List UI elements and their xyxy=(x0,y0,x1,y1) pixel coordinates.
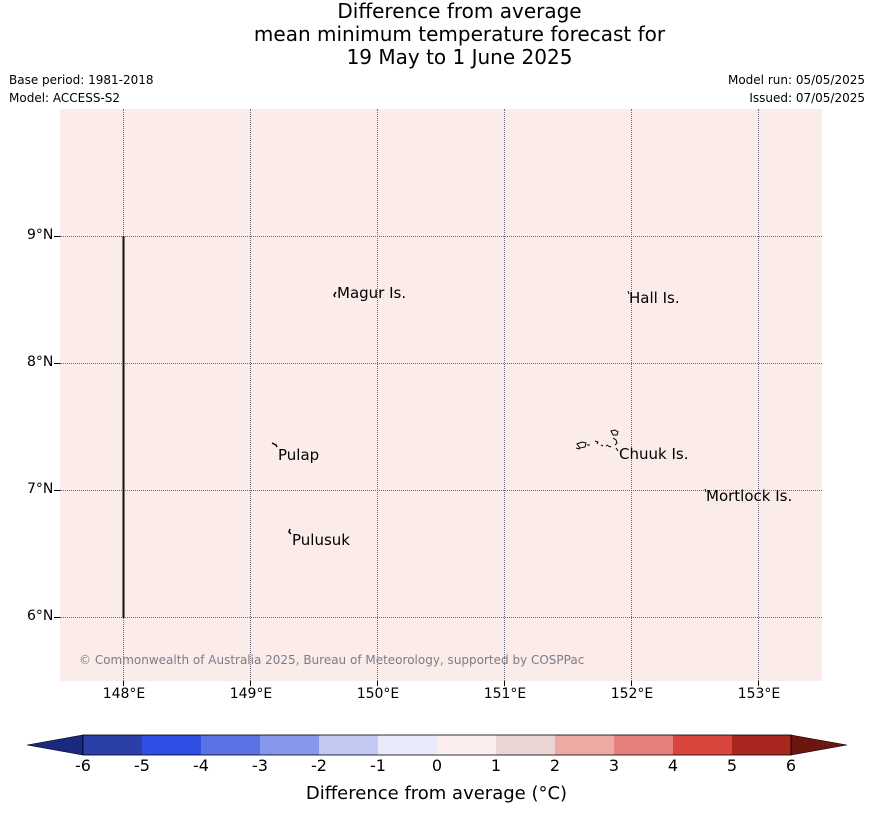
issued-date: Issued: 07/05/2025 xyxy=(749,91,865,105)
place-label-chuuk: Chuuk Is. xyxy=(619,445,689,463)
colorbar-segment xyxy=(437,735,496,755)
lat-label-7n: 7°N xyxy=(27,481,54,497)
tick-148e xyxy=(123,681,124,686)
tick-150e xyxy=(377,681,378,686)
lat-label-8n: 8°N xyxy=(27,354,54,370)
tick-6n xyxy=(54,617,60,618)
colorbar-segment xyxy=(83,735,142,755)
colorbar-over-arrow xyxy=(790,734,848,756)
colorbar-tick-label: 5 xyxy=(726,756,738,775)
gridline-149e xyxy=(250,109,251,681)
colorbar-segment xyxy=(201,735,260,755)
place-label-pulap: Pulap xyxy=(278,446,320,464)
lon-label-153e: 153°E xyxy=(737,686,781,702)
colorbar-tick-label: 1 xyxy=(490,756,502,775)
tick-149e xyxy=(250,681,251,686)
lat-label-6n: 6°N xyxy=(27,608,54,624)
copyright-notice: © Commonwealth of Australia 2025, Bureau… xyxy=(79,653,585,667)
lat-label-9n: 9°N xyxy=(27,227,54,243)
colorbar-tick-label: 2 xyxy=(549,756,561,775)
gridline-150e xyxy=(377,109,378,681)
colorbar-segment xyxy=(732,735,791,755)
map-overlay xyxy=(122,236,707,618)
hall-island-outline xyxy=(627,290,630,295)
lon-label-150e: 150°E xyxy=(356,686,400,702)
magur-island-outline xyxy=(333,291,337,298)
colorbar-segment xyxy=(142,735,201,755)
tick-7n xyxy=(54,490,60,491)
pulusuk-island-outline xyxy=(288,528,292,535)
place-label-hall: Hall Is. xyxy=(629,289,680,307)
gridline-9n xyxy=(60,236,822,237)
meta-right: Model run: 05/05/2025 Issued: 07/05/2025 xyxy=(728,71,865,107)
colorbar-tick-label: 4 xyxy=(667,756,679,775)
gridline-151e xyxy=(504,109,505,681)
lon-label-149e: 149°E xyxy=(229,686,273,702)
lon-label-148e: 148°E xyxy=(102,686,146,702)
colorbar-tick-label: -6 xyxy=(75,756,91,775)
tick-8n xyxy=(54,363,60,364)
place-label-magur: Magur Is. xyxy=(337,284,407,302)
title-line-1: Difference from average xyxy=(337,0,582,23)
gridline-153e xyxy=(758,109,759,681)
map-panel: Magur Is. Hall Is. Pulap Chuuk Is. Mortl… xyxy=(60,109,822,681)
colorbar-tick-label: 6 xyxy=(785,756,797,775)
colorbar-segment xyxy=(496,735,555,755)
colorbar-segment xyxy=(673,735,732,755)
colorbar-under-arrow xyxy=(26,734,84,756)
colorbar-segment xyxy=(319,735,378,755)
lon-label-151e: 151°E xyxy=(483,686,527,702)
gridline-152e xyxy=(631,109,632,681)
colorbar-tick-label: 3 xyxy=(608,756,620,775)
colorbar-segment xyxy=(378,735,437,755)
title-line-3: 19 May to 1 June 2025 xyxy=(346,45,573,69)
gridline-7n xyxy=(60,490,822,491)
lon-label-152e: 152°E xyxy=(610,686,654,702)
pulap-island-outline xyxy=(271,442,278,448)
colorbar-tick-label: -3 xyxy=(252,756,268,775)
title-line-2: mean minimum temperature forecast for xyxy=(253,22,666,46)
colorbar-tick-label: 0 xyxy=(431,756,443,775)
place-label-pulusuk: Pulusuk xyxy=(292,531,350,549)
colorbar-segment xyxy=(555,735,614,755)
tick-153e xyxy=(758,681,759,686)
colorbar-tick-label: -5 xyxy=(134,756,150,775)
place-label-mortlock: Mortlock Is. xyxy=(706,487,793,505)
tick-152e xyxy=(631,681,632,686)
model-run: Model run: 05/05/2025 xyxy=(727,73,865,87)
gridline-6n xyxy=(60,617,822,618)
gridline-8n xyxy=(60,363,822,364)
tick-151e xyxy=(504,681,505,686)
colorbar-segment xyxy=(260,735,319,755)
colorbar-frame xyxy=(82,734,792,756)
colorbar-tick-label: -1 xyxy=(370,756,386,775)
meta-left: Base period: 1981-2018 Model: ACCESS-S2 xyxy=(9,71,154,107)
chuuk-islands-outline xyxy=(575,429,619,452)
model-name: Model: ACCESS-S2 xyxy=(9,91,121,105)
mortlock-island-outline xyxy=(704,488,707,493)
map-title: Difference from average mean minimum tem… xyxy=(0,0,873,69)
colorbar-tick-label: -4 xyxy=(193,756,209,775)
colorbar-tick-label: -2 xyxy=(311,756,327,775)
colorbar xyxy=(26,734,848,756)
colorbar-segment xyxy=(614,735,673,755)
colorbar-title: Difference from average (°C) xyxy=(305,783,568,804)
base-period: Base period: 1981-2018 xyxy=(9,73,154,87)
tick-9n xyxy=(54,236,60,237)
